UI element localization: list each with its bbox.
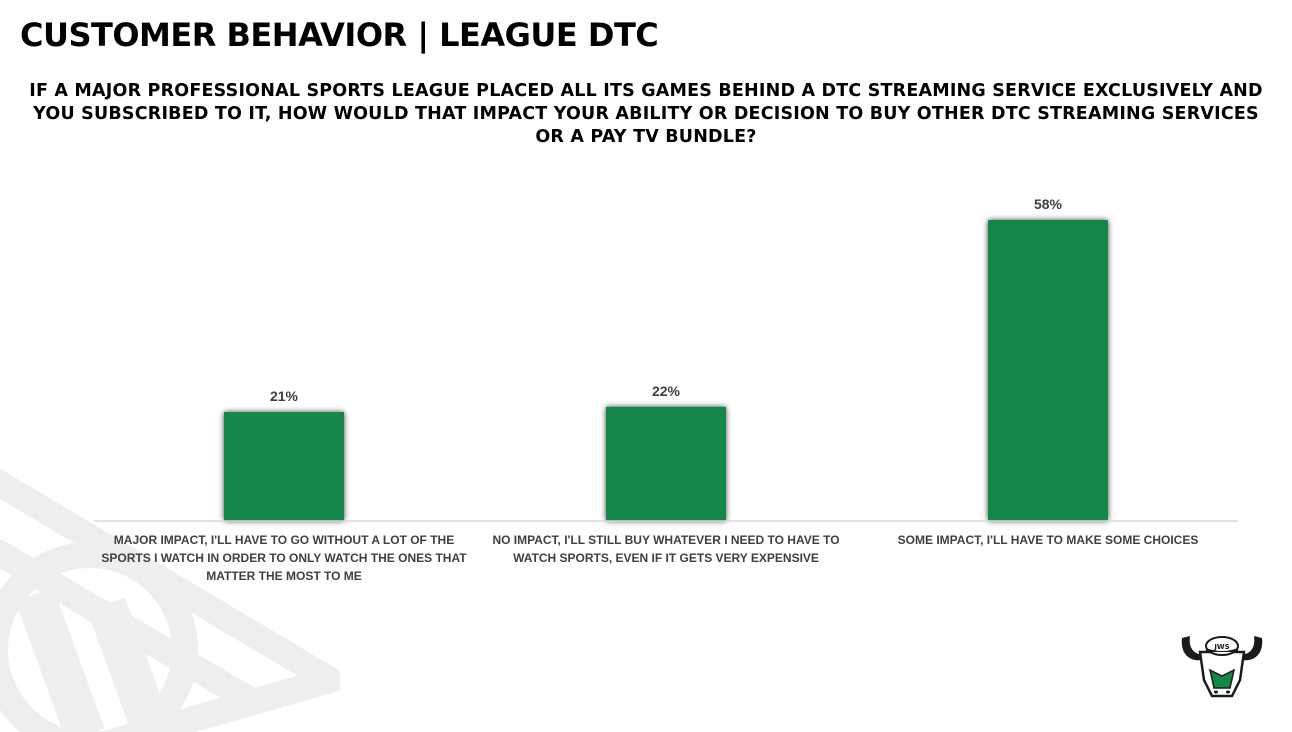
bar-2 bbox=[606, 406, 726, 521]
data-label-3: 58% bbox=[1034, 196, 1063, 212]
logo-badge-text: JWS bbox=[1213, 643, 1229, 651]
data-label-1: 21% bbox=[270, 388, 299, 404]
survey-question: IF A MAJOR PROFESSIONAL SPORTS LEAGUE PL… bbox=[29, 81, 1263, 147]
data-label-2: 22% bbox=[652, 383, 681, 399]
watermark-logo bbox=[0, 468, 340, 732]
bar-1 bbox=[224, 412, 344, 521]
category-label-1: MAJOR IMPACT, I'LL HAVE TO GO WITHOUT A … bbox=[101, 533, 467, 583]
page-title: CUSTOMER BEHAVIOR | LEAGUE DTC bbox=[20, 16, 659, 54]
category-label-2: NO IMPACT, I'LL STILL BUY WHATEVER I NEE… bbox=[492, 533, 840, 565]
bar-3 bbox=[988, 220, 1108, 521]
category-label-3: SOME IMPACT, I'LL HAVE TO MAKE SOME CHOI… bbox=[897, 533, 1199, 547]
jws-bull-logo-icon: JWS bbox=[1181, 636, 1263, 698]
